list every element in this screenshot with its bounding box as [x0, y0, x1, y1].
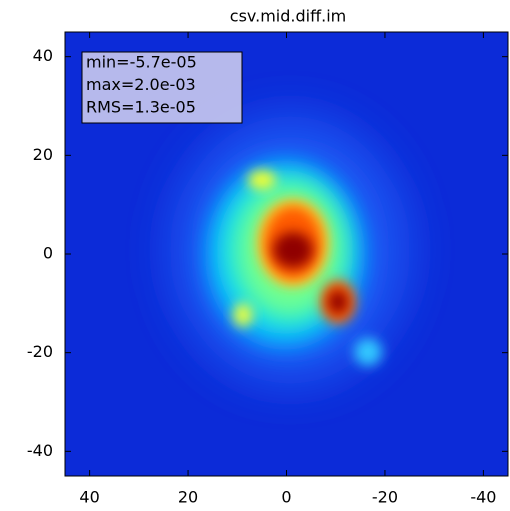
- stat-text: max=2.0e-03: [86, 75, 196, 94]
- y-tick-label: 0: [43, 244, 53, 263]
- chart-title: csv.mid.diff.im: [230, 7, 346, 26]
- x-tick-label: 0: [281, 488, 291, 507]
- y-tick-label: -40: [27, 441, 53, 460]
- y-tick-label: 40: [33, 46, 53, 65]
- stat-text: RMS=1.3e-05: [86, 98, 196, 117]
- y-tick-label: 20: [33, 145, 53, 164]
- x-tick-label: -40: [470, 488, 496, 507]
- y-tick-label: -20: [27, 342, 53, 361]
- x-tick-label: -20: [372, 488, 398, 507]
- image: [65, 32, 508, 476]
- stat-text: min=-5.7e-05: [86, 53, 197, 72]
- x-tick-label: 20: [178, 488, 198, 507]
- stats-box: [81, 51, 243, 124]
- x-tick-label: 40: [79, 488, 99, 507]
